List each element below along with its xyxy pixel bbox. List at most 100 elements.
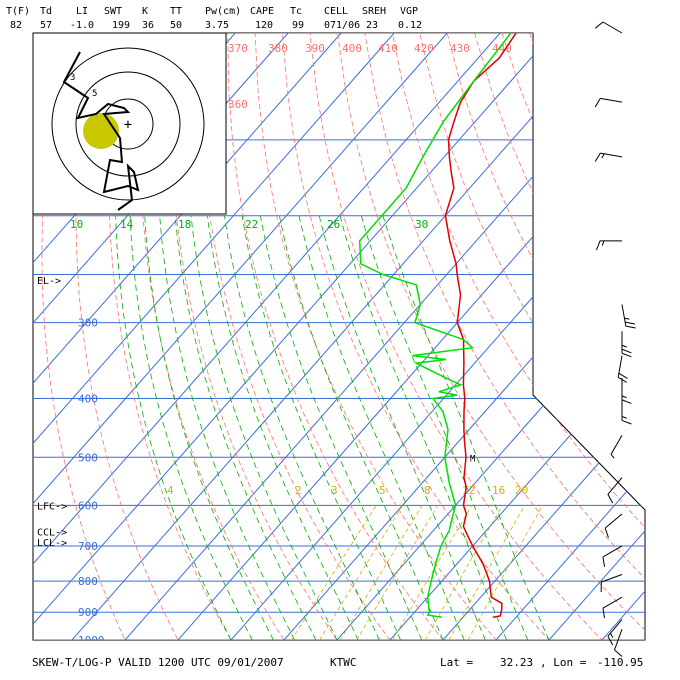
- moist-adiabat-line: [207, 215, 359, 640]
- lat-label: Lat =: [440, 656, 474, 669]
- index-value: 0.12: [398, 20, 423, 31]
- lon-label: , Lon =: [540, 656, 587, 669]
- theta-e-tick-label: 430: [450, 42, 470, 55]
- level-annotation: CCL->: [37, 527, 67, 538]
- dry-adiabat-line: [169, 33, 347, 640]
- mixing-ratio-tick-label: 20: [515, 484, 528, 497]
- isotherm-tick-label: 0: [535, 328, 549, 342]
- chart-title: SKEW-T/LOG-P VALID 1200 UTC 09/01/2007: [32, 656, 284, 669]
- mixing-ratio-tick-label: 2: [295, 484, 302, 497]
- pressure-tick-label: 900: [78, 606, 98, 619]
- wind-barb-flag: [602, 608, 606, 619]
- index-label: TT: [170, 6, 183, 17]
- wind-barb-staff: [601, 574, 623, 583]
- dewpoint-profile-line: [358, 33, 512, 618]
- wind-barb-flag: [594, 21, 604, 29]
- wind-barb-flag: [594, 152, 601, 162]
- mixing-ratio-tick-label: 16: [492, 484, 505, 497]
- isotherm-line: [33, 33, 342, 640]
- mixing-ratio-line: [448, 505, 526, 640]
- isotherm-line: [548, 33, 645, 640]
- wind-barb: [607, 477, 623, 504]
- mixing-ratio-line: [291, 505, 377, 640]
- theta-e-tick-label: 370: [228, 42, 248, 55]
- storm-motion-circle: [83, 113, 119, 149]
- station-id: KTWC: [330, 656, 357, 669]
- moist-adiabat-line: [241, 215, 401, 640]
- wind-barb-staff: [621, 304, 627, 327]
- moist-adiabat-line: [382, 215, 550, 640]
- level-annotation: LFC->: [37, 501, 67, 512]
- level-annotation: LCL->: [37, 538, 67, 549]
- wind-barb-flag: [604, 527, 609, 538]
- index-value: 82: [10, 20, 23, 31]
- wind-barb-flag: [607, 494, 614, 504]
- wind-barb: [594, 152, 623, 162]
- isotherm-tick-label: 10: [549, 386, 568, 405]
- wind-barb-flag: [595, 240, 601, 251]
- moist-adiabat-line: [144, 215, 274, 640]
- wind-barb: [602, 545, 623, 567]
- pressure-tick-label: 300: [78, 317, 98, 330]
- index-label: Tc: [290, 6, 303, 17]
- isotherm-tick-label: 20: [593, 409, 612, 428]
- wind-barb-flag: [621, 395, 627, 399]
- wind-barb: [607, 619, 623, 646]
- index-value: 23: [366, 20, 379, 31]
- dry-adiabat-line: [139, 33, 293, 640]
- moist-adiabat-line: [279, 215, 444, 640]
- moist-adiabat-line: [190, 215, 338, 640]
- dry-adiabat-line: [282, 33, 562, 640]
- theta-e-tick-label: 420: [414, 42, 434, 55]
- theta-e-tick-label: 410: [378, 42, 398, 55]
- moist-adiabat-line: [224, 215, 380, 640]
- wind-barb: [604, 513, 623, 538]
- index-value: 120: [255, 20, 274, 31]
- theta-e-tick-label: 360: [228, 98, 248, 111]
- dry-adiabat-line: [391, 33, 645, 640]
- pressure-tick-label: 1000: [78, 634, 105, 647]
- wind-barb-flag: [601, 153, 605, 159]
- wind-barb-flag: [601, 240, 605, 246]
- mixing-ratio-line: [392, 505, 473, 640]
- wind-barb: [610, 435, 623, 459]
- footer-bar: SKEW-T/LOG-P VALID 1200 UTC 09/01/2007 K…: [0, 656, 680, 676]
- index-value: 99: [292, 20, 305, 31]
- wind-barb-flag: [617, 376, 628, 383]
- lat-value: 32.23: [500, 656, 534, 669]
- wind-barb-column: [594, 21, 636, 657]
- isotherm-tick-label: -10: [535, 237, 558, 260]
- mixing-ratio-line: [339, 505, 423, 640]
- index-label: VGP: [400, 6, 419, 17]
- pressure-tick-label: 400: [78, 392, 98, 405]
- dry-adiabat-line: [337, 33, 645, 640]
- wind-barb: [621, 377, 632, 404]
- mixing-ratio-tick-label: 3: [331, 484, 338, 497]
- storm-motion-marker: +: [124, 117, 132, 133]
- theta-tick-label: 10: [70, 218, 83, 231]
- isotherm-tick-label: -30: [535, 75, 558, 98]
- wind-barb: [602, 596, 623, 619]
- isotherm-line: [33, 33, 448, 640]
- wind-barb-flag: [621, 419, 632, 425]
- index-label: K: [142, 6, 149, 17]
- index-label: Pw(cm): [205, 6, 242, 17]
- pressure-tick-label: 500: [78, 451, 98, 464]
- wind-barb-staff: [602, 596, 623, 609]
- moist-adiabat-line: [260, 215, 423, 640]
- mixing-ratio-tick-label: 12: [462, 484, 475, 497]
- wind-barb-flag: [625, 321, 636, 325]
- isotherm-line: [442, 33, 645, 640]
- isotherm-line: [33, 33, 501, 640]
- dry-adiabat-line: [75, 33, 186, 640]
- dry-adiabat-line: [199, 33, 401, 640]
- theta-e-tick-label: 380: [268, 42, 288, 55]
- isotherm-line: [495, 33, 645, 640]
- wind-barb-staff: [602, 21, 623, 34]
- isotherm-line: [33, 33, 554, 640]
- isotherm-line: [71, 33, 607, 640]
- wind-barb-staff: [614, 629, 623, 651]
- index-label: LI: [76, 6, 89, 17]
- moist-adiabat-line: [339, 215, 507, 640]
